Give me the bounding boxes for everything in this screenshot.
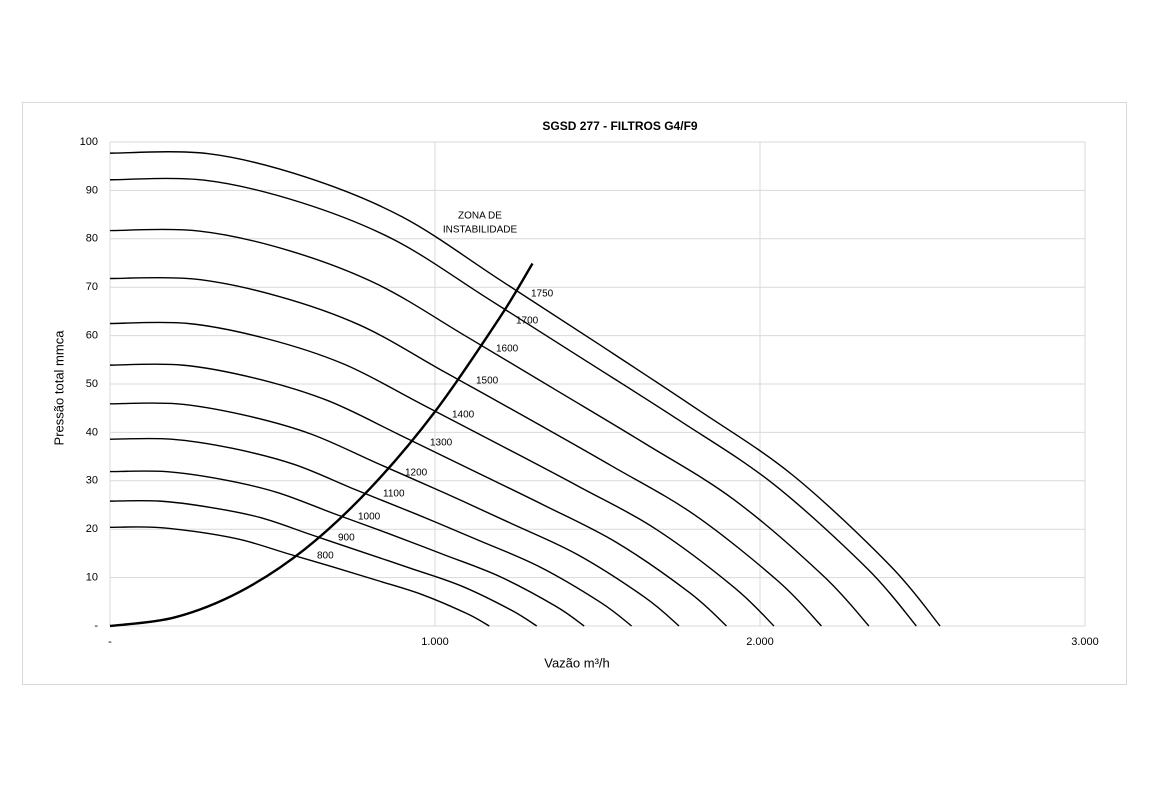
x-tick-label: 3.000 bbox=[1071, 636, 1099, 648]
curve-label: 1100 bbox=[383, 489, 405, 500]
curve-label: 1300 bbox=[430, 438, 453, 449]
curve-label: 1700 bbox=[516, 316, 539, 327]
annotation: ZONA DE bbox=[458, 211, 502, 222]
curve-label: 1600 bbox=[496, 344, 519, 355]
y-tick-label: 40 bbox=[86, 426, 98, 438]
y-tick-label: 90 bbox=[86, 184, 98, 196]
y-tick-label: 60 bbox=[86, 330, 98, 342]
curve-label: 800 bbox=[317, 551, 334, 562]
y-tick-label: 80 bbox=[86, 233, 98, 245]
chart-frame bbox=[22, 102, 1127, 685]
fan-curve bbox=[109, 499, 538, 627]
curve-label: 1000 bbox=[358, 512, 381, 523]
fan-curve bbox=[109, 526, 490, 627]
y-tick-label: 20 bbox=[86, 523, 98, 535]
chart-title: SGSD 277 - FILTROS G4/F9 bbox=[542, 119, 697, 133]
x-axis-label: Vazão m³/h bbox=[544, 655, 610, 670]
x-tick-label: 2.000 bbox=[746, 636, 774, 648]
curve-label: 1200 bbox=[405, 468, 428, 479]
curve-label: 1400 bbox=[452, 410, 475, 421]
fan-curve bbox=[109, 228, 870, 627]
fan-curve bbox=[109, 437, 633, 627]
x-tick-label: 1.000 bbox=[421, 636, 449, 648]
curve-label: 1750 bbox=[531, 289, 554, 300]
y-tick-label: 100 bbox=[80, 136, 98, 148]
curve-label: 1500 bbox=[476, 376, 499, 387]
fan-curve bbox=[109, 402, 680, 627]
y-tick-label: 50 bbox=[86, 378, 98, 390]
x-tick-label: - bbox=[108, 636, 112, 648]
y-tick-label: 30 bbox=[86, 475, 98, 487]
fan-curve bbox=[109, 470, 585, 627]
fan-curve bbox=[109, 276, 822, 627]
instability-line bbox=[109, 262, 534, 628]
fan-curve bbox=[109, 321, 775, 627]
y-tick-label: 70 bbox=[86, 281, 98, 293]
fan-curve bbox=[109, 177, 917, 627]
annotation: INSTABILIDADE bbox=[443, 225, 518, 236]
y-tick-label: - bbox=[94, 620, 98, 632]
y-tick-label: 10 bbox=[86, 572, 98, 584]
fan-curve bbox=[109, 363, 727, 627]
fan-curve bbox=[109, 151, 941, 627]
y-axis-label: Pressão total mmca bbox=[51, 330, 66, 446]
curve-label: 900 bbox=[338, 533, 355, 544]
